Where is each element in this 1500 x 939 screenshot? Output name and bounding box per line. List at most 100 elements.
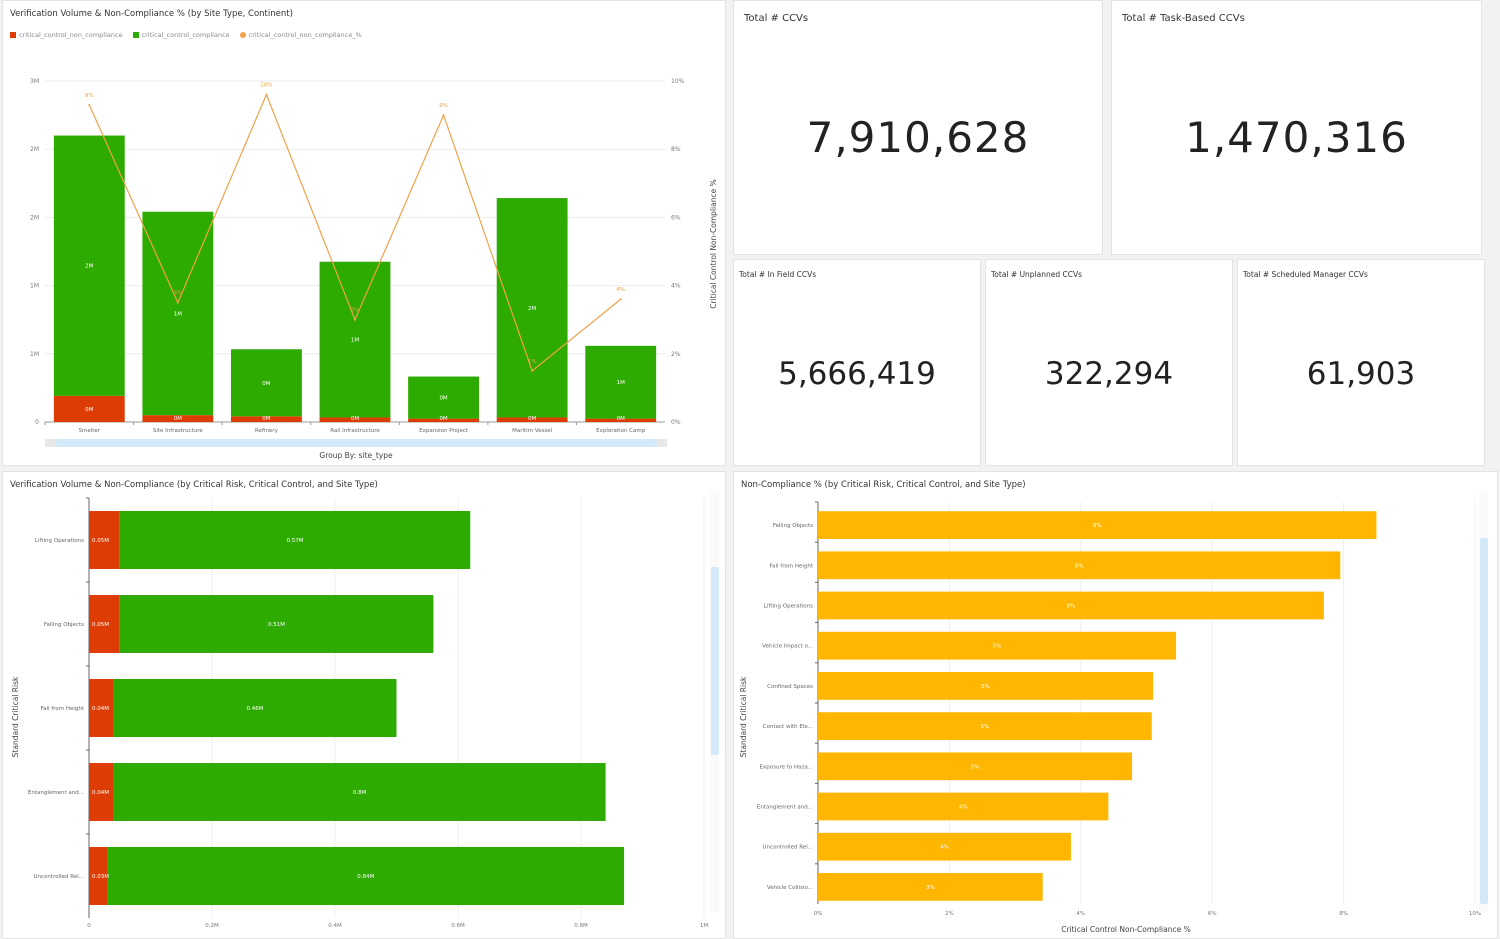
bar-label-compliance: 0.46M — [247, 706, 264, 712]
bar-non-compliance-pct[interactable] — [818, 792, 1109, 821]
kpi-value: 322,294 — [1044, 356, 1174, 392]
bar-non-compliance[interactable] — [53, 395, 125, 422]
y2-axis-label: Critical Control Non-Compliance % — [709, 179, 718, 308]
bar-non-compliance-pct[interactable] — [818, 712, 1152, 740]
bar-non-compliance-pct[interactable] — [818, 832, 1071, 861]
bar-compliance[interactable] — [319, 261, 391, 418]
bar-compliance[interactable] — [142, 211, 214, 416]
bar-label-non-compliance: 0.04M — [92, 706, 109, 712]
kpi-total-ccvs: Total # CCVs 7,910,628 — [733, 0, 1103, 255]
bar-compliance[interactable] — [113, 679, 397, 737]
y-tick-label: Falling Objects — [773, 523, 813, 529]
chart-title: Non-Compliance % (by Critical Risk, Crit… — [741, 480, 1026, 490]
kpi-title: Total # CCVs — [744, 13, 809, 24]
bar-label: 5% — [993, 644, 1002, 650]
bar-label-compliance: 0M — [439, 396, 447, 402]
y-axis-label: Standard Critical Risk — [11, 676, 20, 757]
x-tick-label: Maritim Vessel — [512, 428, 553, 434]
line-point-label: 10% — [260, 83, 272, 89]
line-point-label: 3% — [351, 308, 360, 314]
bar-label-compliance: 1M — [351, 338, 359, 344]
bar-label: 8% — [1075, 563, 1084, 569]
bar-compliance[interactable] — [496, 198, 568, 418]
bar-compliance[interactable] — [408, 376, 479, 419]
bar-non-compliance-pct[interactable] — [818, 631, 1177, 660]
legend-label: critical_control_non_compliance — [19, 31, 123, 39]
x-tick-label: 0.8M — [574, 923, 588, 929]
bar-label-compliance: 0.84M — [357, 874, 374, 880]
bar-label: 5% — [981, 684, 990, 690]
y-tick-label: Lifting Operations — [35, 538, 84, 544]
bar-non-compliance[interactable] — [142, 415, 214, 422]
bar-non-compliance[interactable] — [89, 847, 108, 905]
bar-compliance[interactable] — [231, 349, 302, 417]
x-tick-label: Exploration Camp — [596, 428, 646, 434]
y-tick-label: Falling Objects — [44, 622, 84, 628]
line-point[interactable] — [176, 301, 179, 304]
bar-non-compliance[interactable] — [89, 511, 120, 569]
x-tick-label: Smelter — [79, 428, 101, 434]
scrollbar-handle-left[interactable] — [45, 439, 55, 447]
line-point[interactable] — [354, 318, 356, 321]
bar-non-compliance-pct[interactable] — [818, 672, 1154, 700]
legend-item-non-compliance[interactable]: critical_control_non_compliance — [10, 31, 123, 39]
chart-title: Verification Volume & Non-Compliance % (… — [10, 9, 293, 19]
line-point[interactable] — [88, 103, 91, 106]
y-tick-label: Fall from Height — [769, 563, 813, 569]
kpi-title: Total # Unplanned CCVs — [991, 270, 1083, 279]
vertical-scrollbar-thumb[interactable] — [1480, 538, 1488, 904]
bar-non-compliance[interactable] — [408, 418, 479, 422]
bar-label-non-compliance: 0M — [174, 416, 182, 422]
legend-label: critical_control_compliance — [141, 31, 230, 39]
bar-compliance[interactable] — [113, 763, 606, 821]
line-point-label: 4% — [616, 287, 625, 293]
vertical-scrollbar-thumb[interactable] — [711, 567, 719, 755]
kpi-title: Total # Task-Based CCVs — [1122, 13, 1245, 24]
bar-label: 8% — [1093, 523, 1102, 529]
bar-non-compliance[interactable] — [319, 417, 391, 422]
line-point[interactable] — [531, 369, 534, 372]
kpi-in-field-ccvs: Total # In Field CCVs 5,666,419 — [733, 259, 981, 466]
x-tick-label: Rail Infrastructure — [330, 428, 380, 434]
y-tick-label: Lifting Operations — [764, 604, 813, 610]
horizontal-scrollbar[interactable] — [45, 439, 667, 447]
bar-non-compliance-pct[interactable] — [818, 873, 1043, 901]
bar-label-compliance: 1M — [174, 311, 182, 317]
line-point-label: 1% — [528, 359, 537, 365]
bar-non-compliance[interactable] — [231, 416, 302, 422]
site-type-chart-panel: Verification Volume & Non-Compliance % (… — [2, 0, 726, 466]
bar-compliance[interactable] — [585, 345, 657, 419]
legend-item-compliance[interactable]: critical_control_compliance — [132, 31, 230, 39]
x-tick-label: 0.2M — [205, 923, 219, 929]
bar-non-compliance-pct[interactable] — [818, 591, 1324, 620]
bar-non-compliance[interactable] — [89, 679, 114, 737]
x-tick-label: 0 — [87, 923, 91, 929]
legend-label: critical_control_non_compliance_% — [248, 31, 362, 39]
line-point[interactable] — [442, 114, 445, 117]
bar-label-non-compliance: 0M — [617, 416, 625, 422]
bar-non-compliance[interactable] — [89, 595, 120, 653]
bar-non-compliance-pct[interactable] — [818, 511, 1377, 539]
bar-non-compliance-pct[interactable] — [818, 551, 1341, 580]
bar-label-non-compliance: 0.05M — [92, 622, 109, 628]
bar-non-compliance[interactable] — [585, 418, 657, 422]
line-point[interactable] — [619, 298, 622, 301]
bar-non-compliance-pct[interactable] — [818, 752, 1133, 781]
bar-compliance[interactable] — [119, 511, 471, 569]
bar-compliance[interactable] — [107, 847, 625, 905]
y2-tick-label: 0% — [671, 419, 681, 426]
y-tick-label: Vehicle Impact o... — [762, 644, 813, 650]
bar-non-compliance[interactable] — [496, 417, 568, 422]
bar-label-non-compliance: 0.03M — [92, 874, 109, 880]
bar-compliance[interactable] — [53, 135, 125, 396]
kpi-scheduled-manager-ccvs: Total # Scheduled Manager CCVs 61,903 — [1237, 259, 1485, 466]
legend-item-non-compliance-pct[interactable]: critical_control_non_compliance_% — [239, 31, 362, 39]
bar-label-non-compliance: 0.05M — [92, 538, 109, 544]
bar-non-compliance[interactable] — [89, 763, 114, 821]
line-point-label: 3% — [173, 291, 182, 297]
scrollbar-handle-right[interactable] — [657, 439, 667, 447]
bar-compliance[interactable] — [119, 595, 434, 653]
bar-label-non-compliance: 0M — [528, 416, 536, 422]
bar-label: 4% — [940, 845, 949, 851]
line-point[interactable] — [265, 93, 268, 96]
